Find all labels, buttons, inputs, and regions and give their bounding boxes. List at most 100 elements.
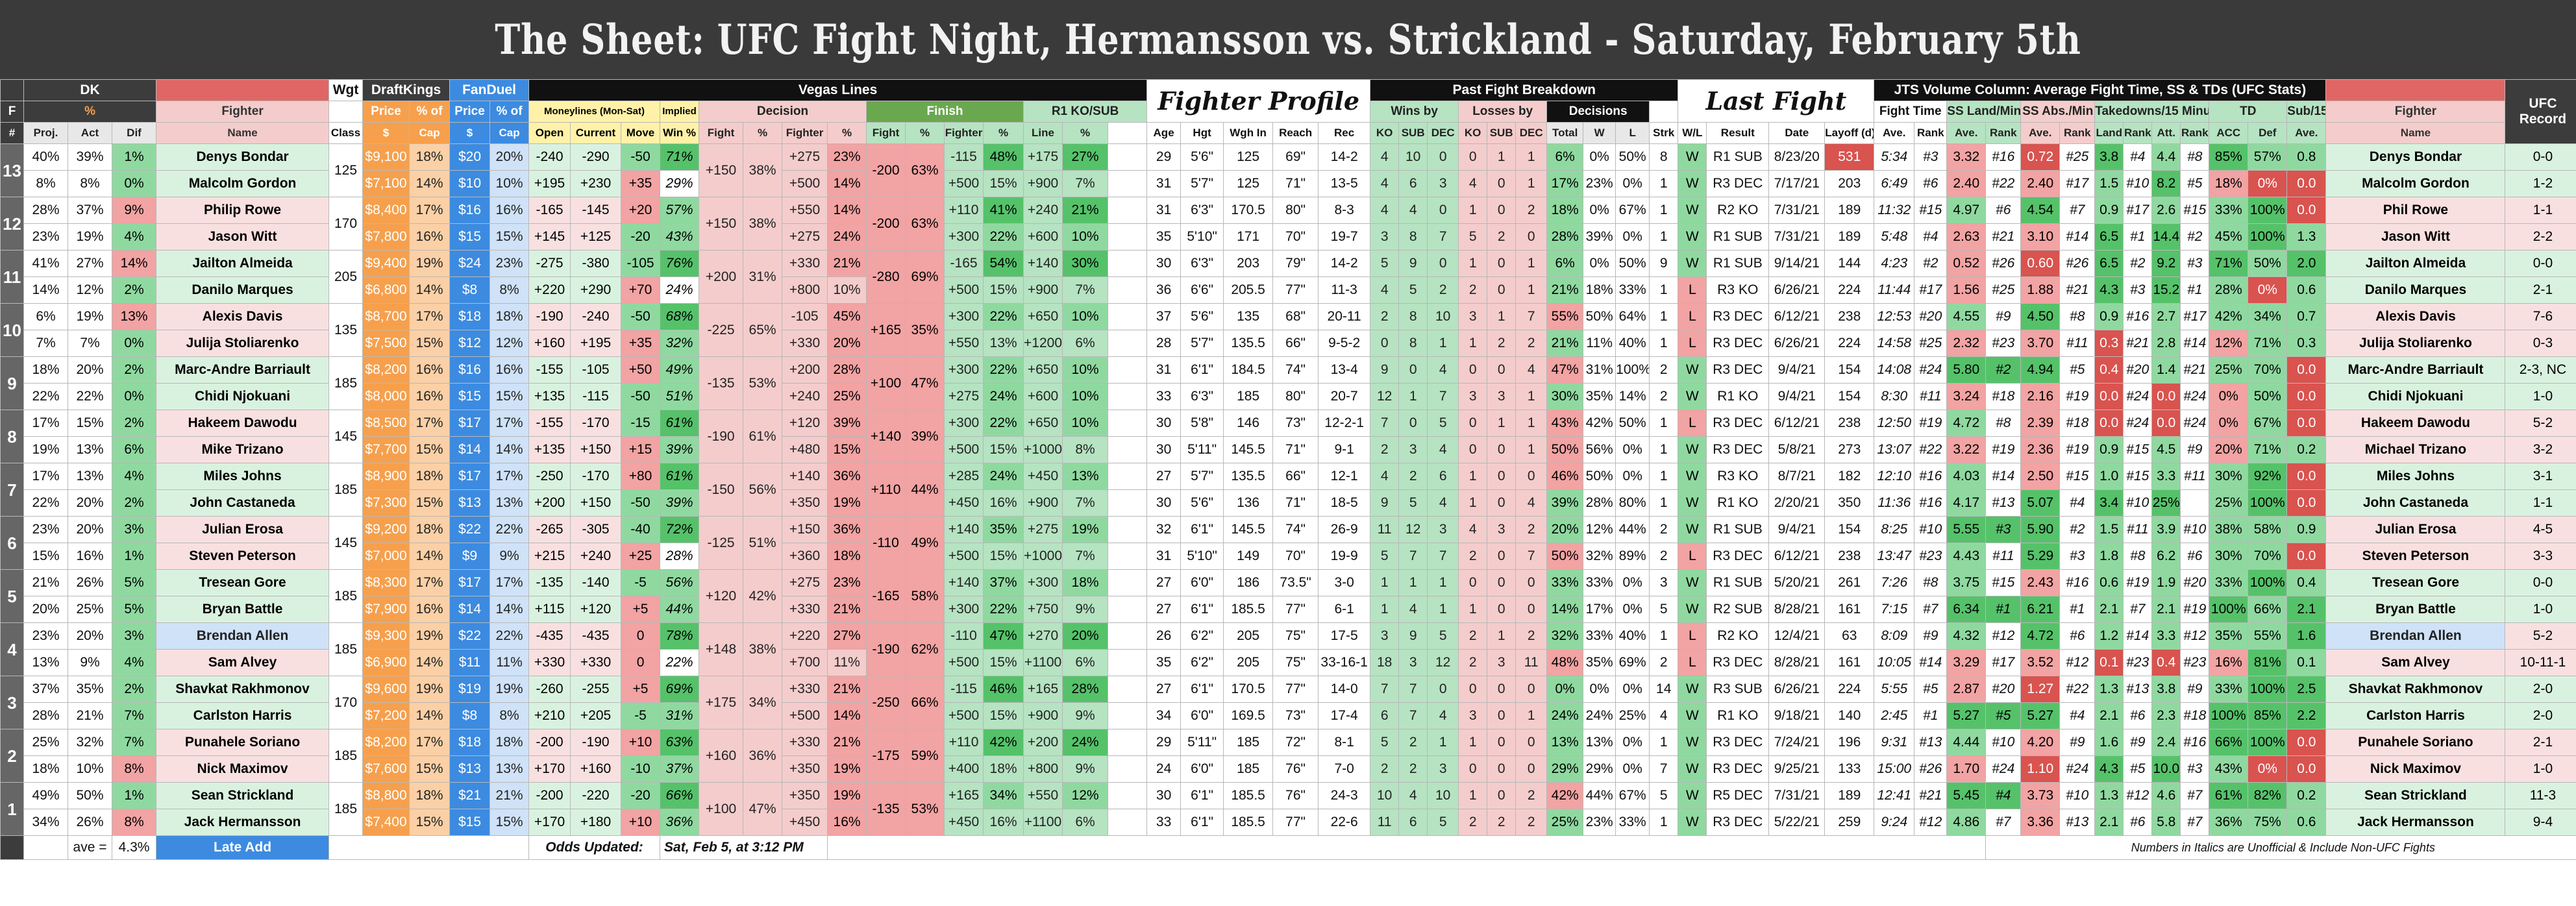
td-att: 15.2: [2151, 276, 2181, 304]
spacer-cell: [1108, 223, 1148, 251]
last-date: 9/25/21: [1768, 755, 1826, 783]
lko-label: KO: [1458, 122, 1488, 144]
fight-time-ave: 13:47: [1874, 543, 1915, 570]
implied-win: 72%: [660, 516, 700, 543]
fd-cap-pct: 22%: [489, 516, 530, 543]
height: 6'3": [1180, 250, 1224, 277]
fighter-name-right: Alexis Davis: [2325, 303, 2506, 330]
fd-cap-pct: 14%: [489, 436, 530, 463]
wins-sub: 3: [1398, 436, 1428, 463]
age: 37: [1146, 303, 1182, 330]
spacer-cell: [1108, 622, 1148, 650]
act-own: 13%: [68, 436, 112, 463]
result-label: Result: [1706, 122, 1770, 144]
weight-class: 185: [328, 356, 364, 410]
td-land-rank: #3: [2123, 276, 2153, 304]
reach: 74": [1272, 516, 1319, 543]
ss-abs-rank: #4: [2059, 702, 2096, 729]
dec-fighter-line: +330: [782, 330, 828, 357]
weigh-in: 205: [1223, 622, 1274, 650]
fanduel-header: FanDuel: [449, 79, 530, 101]
height: 6'1": [1180, 782, 1224, 809]
td-land: 0.3: [2094, 330, 2124, 357]
spacer-cell: [1108, 463, 1148, 490]
td-att: 5.8: [2151, 809, 2181, 836]
ss-land-rank: #20: [1985, 676, 2022, 703]
fight-time-ave: 11:44: [1874, 276, 1915, 304]
td-att: 14.4: [2151, 223, 2181, 251]
fin-fighter-pct: 15%: [983, 702, 1024, 729]
wins-dec: 0: [1427, 676, 1459, 703]
spacer-cell: [1108, 729, 1148, 756]
fd-price: $14: [449, 596, 491, 623]
ml-open: -190: [528, 303, 571, 330]
weigh-in: 145.5: [1223, 516, 1274, 543]
sub15-ave: 1.6: [2286, 622, 2327, 650]
age: 30: [1146, 436, 1182, 463]
last-date: 7/31/21: [1768, 782, 1826, 809]
late-add-button[interactable]: Late Add: [156, 835, 330, 860]
ss-abs-rank: #19: [2059, 383, 2096, 410]
fight-number: 10: [0, 303, 24, 357]
age: 27: [1146, 463, 1182, 490]
ufc-record: 2-3, NC: [2505, 356, 2576, 384]
last-result: R3 DEC: [1706, 729, 1770, 756]
ss-land-ave: 1.56: [1946, 276, 1987, 304]
age: 24: [1146, 755, 1182, 783]
reach: 77": [1272, 276, 1319, 304]
weigh-in: 186: [1223, 569, 1274, 596]
sub15-ave: 0.6: [2286, 809, 2327, 836]
layoff: 196: [1824, 729, 1875, 756]
streak: 1: [1649, 463, 1679, 490]
fighter-name: Julian Erosa: [156, 516, 330, 543]
wins-sub: 12: [1398, 516, 1428, 543]
record: 24-3: [1318, 782, 1371, 809]
fin-fighter-line: +165: [944, 782, 984, 809]
fight-time-ave: 7:15: [1874, 596, 1915, 623]
last-wl: L: [1678, 330, 1707, 357]
fd-cap-pct: 17%: [489, 569, 530, 596]
ss-abs-ave: 5.27: [2020, 702, 2061, 729]
last-date: 6/26/21: [1768, 676, 1826, 703]
dk-price: $8,500: [362, 410, 410, 437]
weigh-in: 185.5: [1223, 782, 1274, 809]
last-result: R1 SUB: [1706, 516, 1770, 543]
act-own: 19%: [68, 223, 112, 251]
fight-time-rank: #16: [1914, 489, 1948, 517]
fighter-name: Shavkat Rakhmonov: [156, 676, 330, 703]
sub15-ave: 0.0: [2286, 170, 2327, 197]
wins-ko: 5: [1370, 543, 1400, 570]
age: 34: [1146, 702, 1182, 729]
record: 3-0: [1318, 569, 1371, 596]
td-land: 6.5: [2094, 250, 2124, 277]
streak: 1: [1649, 170, 1679, 197]
fighter-name: John Castaneda: [156, 489, 330, 517]
wins-ko: 4: [1370, 276, 1400, 304]
losses-dec: 0: [1515, 569, 1548, 596]
hash-label: #: [0, 122, 24, 144]
dec-total: 6%: [1546, 143, 1584, 171]
spacer-cell: [1108, 143, 1148, 171]
fin-fighter-line: +450: [944, 809, 984, 836]
fin-fighter-pct: 22%: [983, 596, 1024, 623]
wins-sub: 7: [1398, 543, 1428, 570]
record: 11-3: [1318, 276, 1371, 304]
ml-current: +240: [570, 543, 622, 570]
act-own: 8%: [68, 170, 112, 197]
reach: 72": [1272, 729, 1319, 756]
td15-label: Takedowns/15 Minutes: [2094, 101, 2210, 123]
record: 9-5-2: [1318, 330, 1371, 357]
fighter-row: 28% 21% 7% Carlston Harris $7,200 14% $8 8% +210…: [1, 702, 2576, 729]
td-att-rank: #23: [2180, 649, 2210, 676]
strk-label: Strk: [1649, 122, 1679, 144]
fd-cap-pct: 18%: [489, 303, 530, 330]
proj-own: 7%: [23, 330, 68, 357]
dec-fight-pct: 42%: [743, 569, 783, 623]
fighter-name: Miles Johns: [156, 463, 330, 490]
fight-number: 1: [0, 782, 24, 836]
reach: 75": [1272, 622, 1319, 650]
td-def: 57%: [2248, 143, 2288, 171]
sub15-ave: 0.0: [2286, 383, 2327, 410]
fd-price: $16: [449, 356, 491, 384]
td-att: 25%: [2151, 489, 2181, 517]
